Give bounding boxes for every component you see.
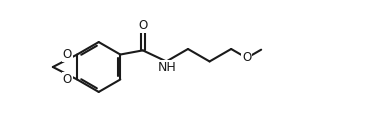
Text: O: O bbox=[63, 73, 72, 86]
Text: O: O bbox=[242, 51, 251, 64]
Text: O: O bbox=[138, 19, 147, 32]
Text: O: O bbox=[63, 48, 72, 61]
Text: NH: NH bbox=[158, 61, 176, 74]
